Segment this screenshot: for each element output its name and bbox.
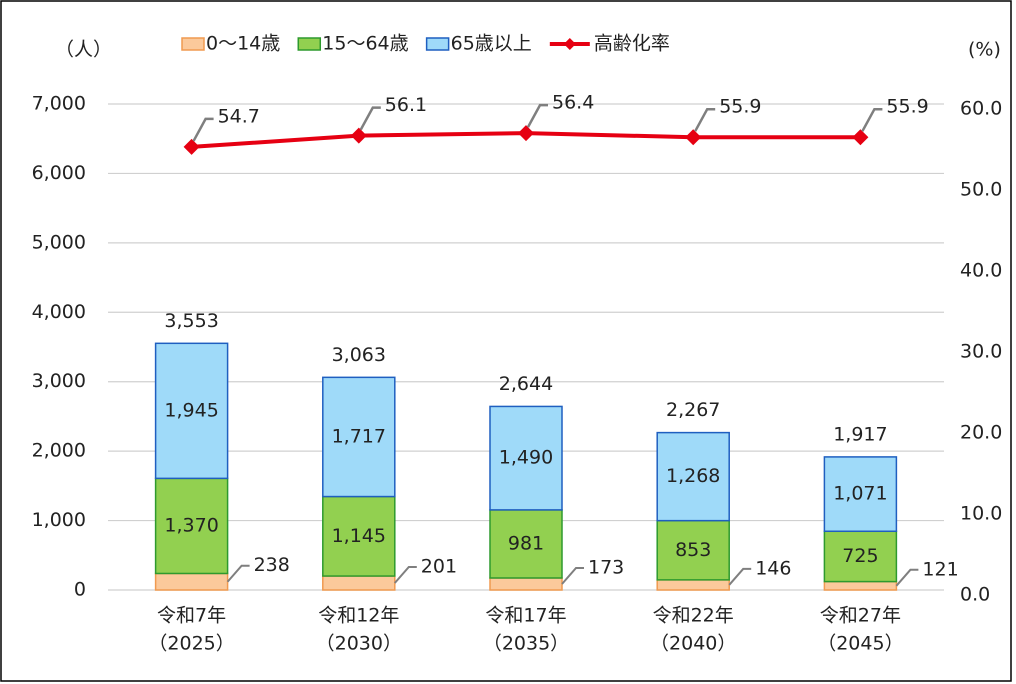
leader-line — [394, 566, 417, 584]
y-tick-label: 4,000 — [32, 301, 86, 323]
total-label: 2,644 — [499, 373, 553, 395]
data-label: 853 — [675, 539, 711, 561]
line-label: 56.4 — [552, 92, 594, 114]
bar-segment — [823, 530, 898, 583]
bar-segment — [823, 456, 898, 533]
legend-label: 15〜64歳 — [322, 33, 408, 55]
y-tick-label: 0 — [74, 579, 86, 601]
legend-label: 0〜14歳 — [206, 33, 280, 55]
legend-swatch — [297, 37, 322, 51]
line-marker — [350, 127, 367, 144]
x-tick-label: 令和7年 — [157, 605, 226, 627]
bar-segment — [823, 580, 898, 591]
y2-tick-label: 30.0 — [960, 341, 1002, 363]
y-tick-label: 7,000 — [32, 93, 86, 115]
x-tick-label: （2035） — [483, 633, 569, 655]
y2-tick-label: 10.0 — [960, 503, 1002, 525]
data-label: 725 — [842, 545, 878, 567]
data-label: 121 — [922, 558, 958, 580]
leader-line — [226, 564, 250, 583]
bar-segment — [489, 509, 563, 579]
y2-tick-label: 20.0 — [960, 422, 1002, 444]
x-tick-label: 令和22年 — [653, 605, 734, 627]
data-label: 1,370 — [164, 514, 218, 536]
total-label: 3,553 — [164, 310, 218, 332]
legend-label: 65歳以上 — [451, 33, 532, 55]
line-label: 56.1 — [385, 94, 427, 116]
bar-segment — [656, 519, 730, 581]
line-marker — [518, 125, 534, 142]
y-tick-label: 3,000 — [32, 370, 86, 392]
leader-line — [728, 567, 752, 586]
x-tick-label: （2025） — [148, 633, 234, 655]
bar-segment — [322, 575, 396, 591]
total-label: 1,917 — [833, 423, 887, 445]
data-label: 1,268 — [666, 465, 720, 487]
data-label: 1,490 — [499, 447, 553, 469]
y2-tick-label: 60.0 — [960, 98, 1002, 120]
y-tick-label: 2,000 — [32, 440, 86, 462]
y-tick-label: 1,000 — [32, 509, 86, 531]
line-label: 54.7 — [218, 105, 260, 127]
y2-axis-label: (%) — [968, 39, 1001, 61]
leader-line — [192, 117, 214, 142]
y-axis-label: （人） — [55, 39, 112, 61]
y-tick-label: 5,000 — [32, 231, 86, 253]
data-label: 1,945 — [164, 399, 218, 421]
total-label: 3,063 — [332, 344, 386, 366]
leader-line — [359, 106, 381, 131]
data-label: 173 — [588, 556, 624, 578]
leader-line — [861, 107, 883, 132]
legend-label: 高齢化率 — [594, 33, 670, 55]
x-tick-label: （2030） — [316, 633, 402, 655]
line-marker — [183, 138, 200, 155]
x-tick-label: 令和12年 — [318, 605, 399, 627]
line-label: 55.9 — [719, 96, 761, 118]
legend-swatch — [425, 37, 450, 51]
line-marker — [685, 129, 702, 146]
bar-segment — [154, 342, 229, 480]
data-label: 1,717 — [332, 425, 386, 447]
leader-line — [561, 566, 584, 585]
bar-segment — [489, 577, 563, 591]
x-tick-label: 令和27年 — [820, 605, 901, 627]
data-label: 1,145 — [332, 525, 386, 547]
data-label: 981 — [508, 532, 544, 554]
x-tick-label: （2040） — [650, 633, 736, 655]
bar-segment — [489, 405, 563, 511]
bar-segment — [656, 431, 730, 522]
bar-segment — [322, 495, 396, 577]
data-label: 1,071 — [833, 483, 887, 505]
data-label: 238 — [254, 554, 290, 576]
x-tick-label: 令和17年 — [485, 605, 566, 627]
line-marker — [852, 129, 869, 146]
bar-segment — [656, 579, 730, 591]
line-label: 55.9 — [886, 96, 928, 118]
y2-tick-label: 0.0 — [960, 584, 990, 606]
legend-marker — [563, 38, 576, 50]
data-label: 146 — [755, 557, 791, 579]
y-tick-label: 6,000 — [32, 162, 86, 184]
bar-segment — [154, 572, 229, 591]
x-tick-label: （2045） — [817, 633, 903, 655]
data-label: 201 — [421, 556, 457, 578]
leader-line — [694, 107, 716, 132]
total-label: 2,267 — [666, 399, 720, 421]
leader-line — [895, 568, 919, 587]
y2-tick-label: 40.0 — [960, 260, 1002, 282]
leader-line — [526, 103, 548, 128]
bar-segment — [322, 376, 396, 498]
y2-tick-label: 50.0 — [960, 179, 1002, 201]
bar-segment — [154, 477, 229, 575]
legend-swatch — [181, 37, 205, 51]
